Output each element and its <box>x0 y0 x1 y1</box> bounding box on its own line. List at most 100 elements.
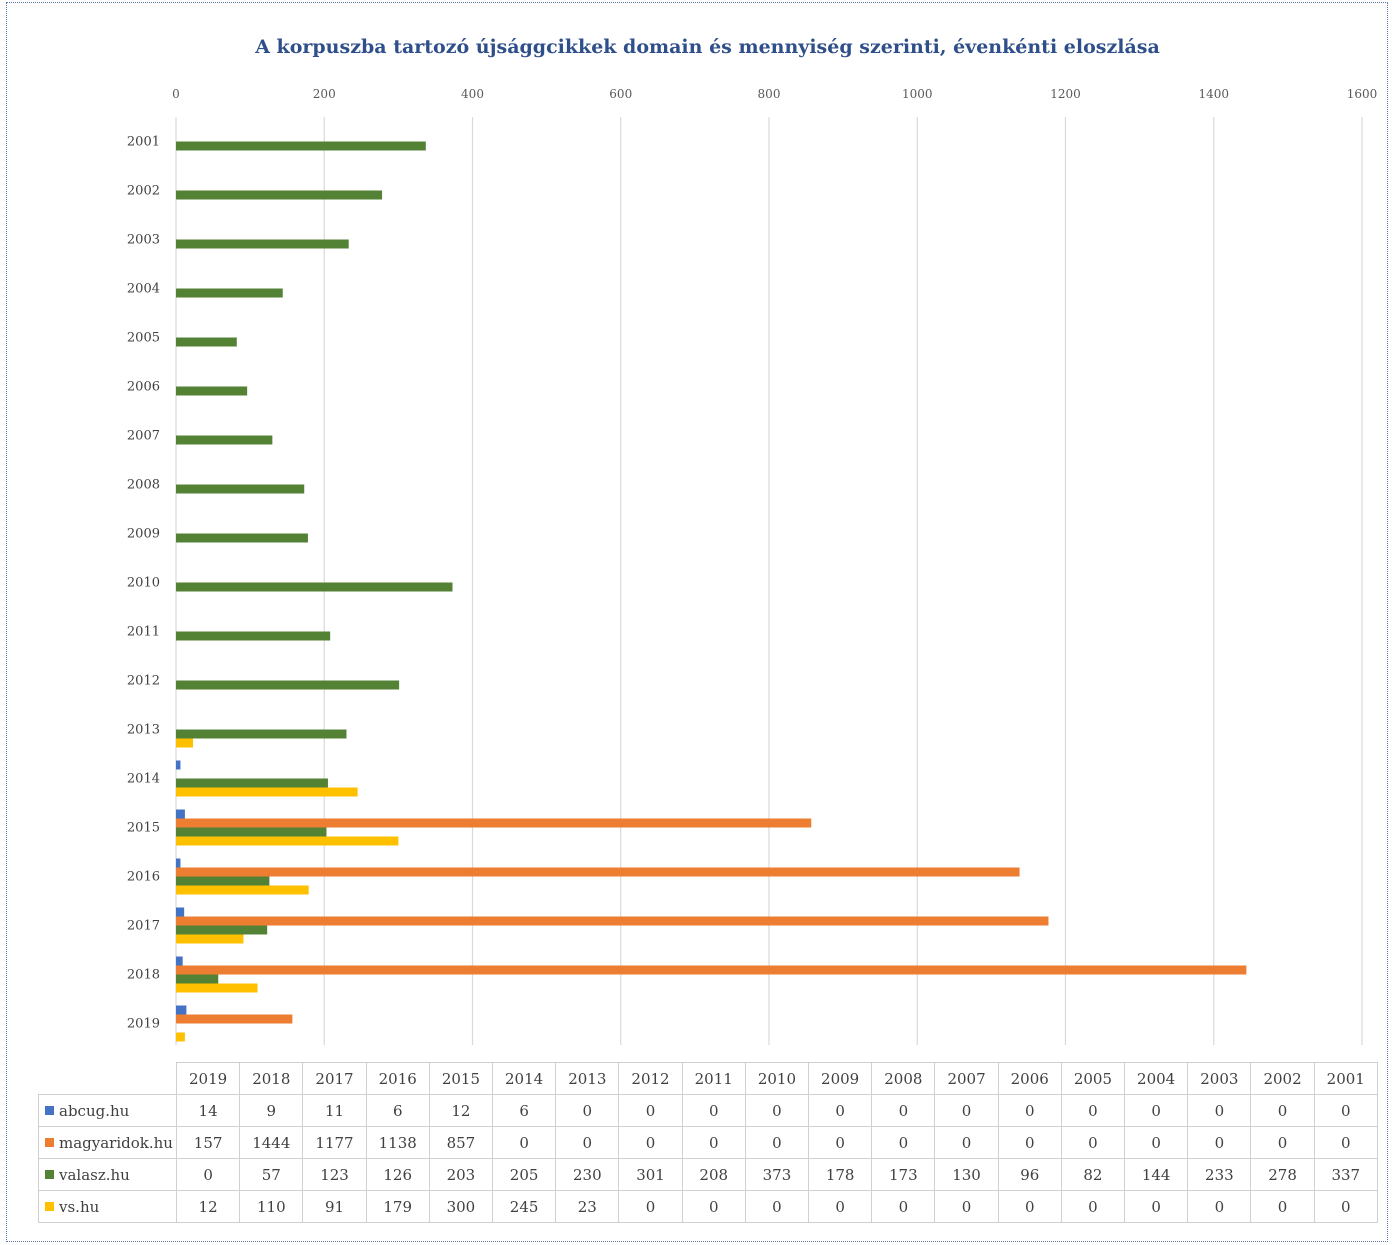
table-cell: 0 <box>1250 1126 1315 1159</box>
table-cell: 14 <box>175 1094 241 1127</box>
table-cell: 0 <box>175 1158 241 1191</box>
table-header-cell: 2009 <box>808 1062 873 1095</box>
chart-frame <box>6 2 1388 1242</box>
bar-abcug-hu-2016 <box>176 858 181 868</box>
table-cell: 0 <box>555 1094 620 1127</box>
y-category-label: 2007 <box>127 429 160 444</box>
legend-entry: vs.hu <box>38 1190 177 1223</box>
table-cell: 1177 <box>302 1126 367 1159</box>
y-category-label: 2003 <box>127 233 160 248</box>
bar-vs-hu-2019 <box>176 1032 185 1042</box>
table-cell: 0 <box>1187 1190 1252 1223</box>
table-header-cell: 2004 <box>1124 1062 1189 1095</box>
table-header-cell: 2019 <box>175 1062 241 1095</box>
x-tick-label: 200 <box>313 87 336 101</box>
bar-abcug-hu-2014 <box>176 760 181 770</box>
table-cell: 6 <box>365 1094 430 1127</box>
table-cell: 178 <box>808 1158 873 1191</box>
table-cell: 0 <box>1313 1190 1378 1223</box>
bar-magyaridok-hu-2018 <box>176 965 1247 975</box>
table-header-cell: 2016 <box>365 1062 430 1095</box>
table-header-cell: 2005 <box>1060 1062 1126 1095</box>
table-header-cell: 2017 <box>302 1062 367 1095</box>
table-cell: 57 <box>239 1158 304 1191</box>
bar-valasz-hu-2006 <box>176 386 248 396</box>
table-cell: 0 <box>618 1094 683 1127</box>
table-corner <box>39 1063 177 1095</box>
y-category-label: 2008 <box>127 478 160 493</box>
table-cell: 11 <box>302 1094 367 1127</box>
table-cell: 0 <box>618 1126 683 1159</box>
x-tick-label: 1400 <box>1198 87 1229 101</box>
x-tick-label: 1000 <box>902 87 933 101</box>
y-category-label: 2017 <box>127 919 160 934</box>
table-row: abcug.hu 14 9 11 6 12 6 0 0 0 0 0 0 0 0 0 0 0 0 0 <box>38 1094 1378 1127</box>
y-category-label: 2012 <box>127 674 160 689</box>
table-cell: 130 <box>934 1158 999 1191</box>
bar-valasz-hu-2004 <box>176 288 283 298</box>
table-cell: 0 <box>808 1126 873 1159</box>
y-category-label: 2014 <box>127 772 160 787</box>
table-cell: 0 <box>618 1190 683 1223</box>
y-category-label: 2013 <box>127 723 160 738</box>
bar-vs-hu-2018 <box>176 983 258 993</box>
y-category-label: 2015 <box>127 821 160 836</box>
bar-valasz-hu-2016 <box>176 876 270 886</box>
table-cell: 301 <box>618 1158 683 1191</box>
table-cell: 0 <box>1313 1094 1378 1127</box>
bar-valasz-hu-2011 <box>176 631 331 641</box>
table-cell: 245 <box>492 1190 557 1223</box>
legend-entry: valasz.hu <box>38 1158 177 1191</box>
legend-swatch <box>45 1169 54 1179</box>
table-cell: 0 <box>934 1190 999 1223</box>
legend-swatch <box>45 1105 54 1115</box>
table-cell: 144 <box>1124 1158 1189 1191</box>
table-cell: 0 <box>681 1126 746 1159</box>
bar-magyaridok-hu-2015 <box>176 818 812 828</box>
table-cell: 0 <box>808 1094 873 1127</box>
y-category-label: 2010 <box>127 576 160 591</box>
y-category-label: 2005 <box>127 331 160 346</box>
bar-vs-hu-2014 <box>176 787 358 797</box>
table-cell: 0 <box>555 1126 620 1159</box>
table-cell: 0 <box>1250 1094 1315 1127</box>
bar-valasz-hu-2018 <box>176 974 219 984</box>
bar-valasz-hu-2008 <box>176 484 305 494</box>
table-cell: 0 <box>744 1190 810 1223</box>
table-cell: 230 <box>555 1158 620 1191</box>
table-row: valasz.hu 0 57 123 126 203 205 230 301 208 373 178 1… <box>38 1158 1378 1191</box>
data-table-header-row: 2019 2018 2017 2016 2015 2014 2013 2012 2011 2010… <box>39 1062 1378 1095</box>
table-cell: 96 <box>997 1158 1062 1191</box>
bar-magyaridok-hu-2017 <box>176 916 1049 926</box>
legend-label: magyaridok.hu <box>59 1133 173 1152</box>
table-cell: 23 <box>555 1190 620 1223</box>
table-cell: 123 <box>302 1158 367 1191</box>
table-cell: 0 <box>997 1126 1062 1159</box>
table-cell: 0 <box>1313 1126 1378 1159</box>
bar-abcug-hu-2017 <box>176 907 185 917</box>
table-header-cell: 2013 <box>555 1062 620 1095</box>
x-tick-label: 600 <box>609 87 632 101</box>
legend-swatch <box>45 1137 54 1147</box>
table-cell: 179 <box>365 1190 430 1223</box>
table-cell: 0 <box>1124 1190 1189 1223</box>
table-cell: 91 <box>302 1190 367 1223</box>
table-cell: 0 <box>744 1126 810 1159</box>
bar-valasz-hu-2005 <box>176 337 237 347</box>
bar-magyaridok-hu-2016 <box>176 867 1020 877</box>
bar-vs-hu-2013 <box>176 738 194 748</box>
bar-valasz-hu-2013 <box>176 729 347 739</box>
table-cell: 12 <box>175 1190 241 1223</box>
table-row: magyaridok.hu 157 1444 1177 1138 857 0 0 0 0 0 0 0 0 0… <box>38 1126 1378 1159</box>
table-cell: 126 <box>365 1158 430 1191</box>
table-cell: 205 <box>492 1158 557 1191</box>
table-cell: 0 <box>1060 1126 1126 1159</box>
table-header-cell: 2018 <box>239 1062 304 1095</box>
legend-label: vs.hu <box>59 1197 100 1216</box>
table-cell: 0 <box>744 1094 810 1127</box>
table-cell: 0 <box>1187 1094 1252 1127</box>
table-cell: 173 <box>871 1158 936 1191</box>
bar-abcug-hu-2018 <box>176 956 183 966</box>
table-header-cell: 2001 <box>1313 1062 1378 1095</box>
bar-valasz-hu-2010 <box>176 582 453 592</box>
